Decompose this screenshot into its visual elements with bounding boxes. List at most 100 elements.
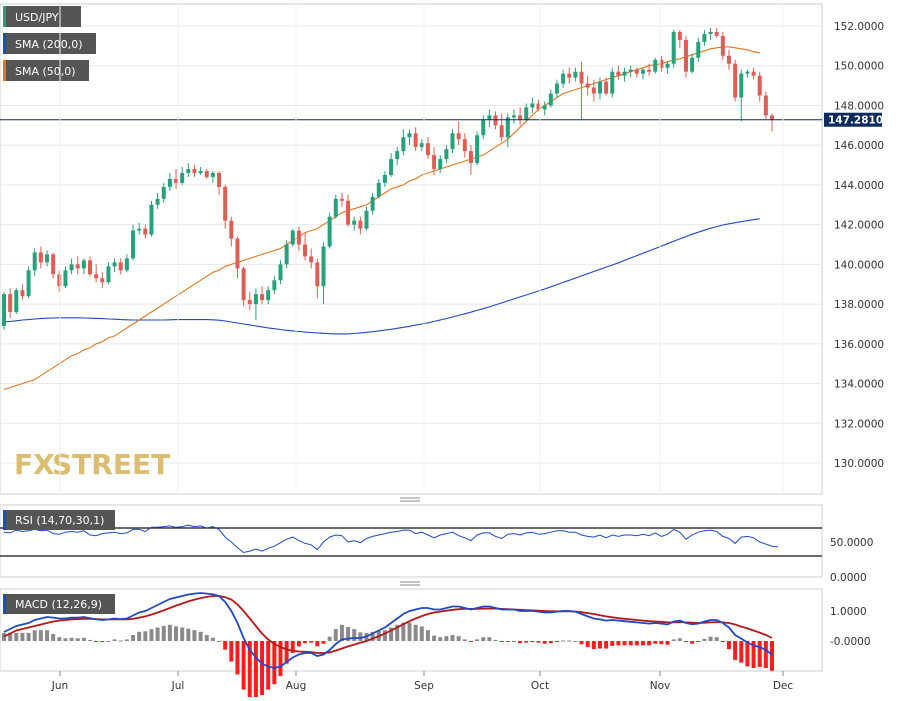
candle-body xyxy=(32,252,37,271)
macd-histogram-bar xyxy=(321,641,326,644)
candle-body xyxy=(696,41,701,58)
macd-tick-0: -0.0000 xyxy=(830,636,871,648)
x-tick-label: Jun xyxy=(51,680,68,692)
macd-histogram-bar xyxy=(444,636,449,641)
rsi-resize-handle[interactable] xyxy=(400,497,420,502)
candle-body xyxy=(425,143,430,156)
candle-body xyxy=(358,220,363,229)
rsi-label: RSI (14,70,30,1) xyxy=(15,514,104,527)
macd-histogram-bar xyxy=(597,641,602,649)
candle-body xyxy=(204,171,209,177)
legend-sma50-bg xyxy=(3,60,89,81)
watermark-street: STREET xyxy=(52,448,170,481)
macd-histogram-bar xyxy=(456,636,461,641)
macd-histogram-bar xyxy=(450,635,455,641)
macd-histogram-bar xyxy=(210,637,215,641)
macd-histogram-bar xyxy=(382,630,387,641)
candle-body xyxy=(413,133,418,148)
x-tick-label: Sep xyxy=(414,680,434,692)
macd-histogram-bar xyxy=(186,628,191,641)
macd-histogram-bar xyxy=(204,635,209,641)
candle-body xyxy=(665,63,670,68)
macd-histogram-bar xyxy=(8,632,13,641)
macd-histogram-bar xyxy=(143,631,148,641)
macd-histogram-bar xyxy=(438,637,443,641)
macd-histogram-bar xyxy=(124,639,129,641)
candle-body xyxy=(653,59,658,72)
macd-histogram-bar xyxy=(739,641,744,663)
macd-histogram-bar xyxy=(419,626,424,641)
macd-histogram-bar xyxy=(346,626,351,641)
candle-body xyxy=(38,252,43,263)
macd-histogram-bar xyxy=(155,627,160,641)
candle-body xyxy=(69,264,74,271)
main-panel: 152.0000 150.0000 148.0000 146.0000 144.0000… xyxy=(0,3,884,495)
candle-body xyxy=(530,103,535,108)
candle-body xyxy=(542,105,547,110)
candle-body xyxy=(536,103,541,110)
candle-body xyxy=(640,69,645,74)
y-tick-label: 142.0000 xyxy=(834,220,884,232)
macd-histogram-bar xyxy=(554,641,559,642)
candle-body xyxy=(229,220,234,239)
macd-line xyxy=(3,592,773,669)
macd-histogram-bar xyxy=(413,624,418,641)
macd-resize-handle[interactable] xyxy=(400,581,420,586)
macd-histogram-bar xyxy=(180,627,185,641)
macd-histogram-bar xyxy=(229,641,234,662)
macd-histogram-bar xyxy=(536,641,541,643)
macd-histogram-bar xyxy=(309,641,314,643)
candle-body xyxy=(266,290,271,301)
candle-body xyxy=(468,151,473,164)
candle-body xyxy=(499,125,504,138)
y-tick-label: 148.0000 xyxy=(834,100,884,112)
candle-body xyxy=(616,71,621,76)
macd-histogram-bar xyxy=(511,641,516,642)
macd-histogram-bar xyxy=(253,641,258,698)
candle-body xyxy=(333,198,338,217)
macd-histogram-bar xyxy=(75,638,80,641)
macd-label: MACD (12,26,9) xyxy=(15,598,102,611)
macd-histogram-bar xyxy=(647,641,652,646)
legend-sma50-label: SMA (50,0) xyxy=(15,65,76,78)
macd-histogram-bar xyxy=(14,632,19,641)
macd-histogram-bar xyxy=(26,632,31,641)
legend-sma50-swatch xyxy=(3,60,6,81)
candle-body xyxy=(511,115,516,118)
macd-histogram-bar xyxy=(561,640,566,642)
macd-histogram-bar xyxy=(69,637,74,641)
candle-body xyxy=(20,290,25,297)
rsi-label-bg xyxy=(3,510,115,530)
candle-body xyxy=(167,178,172,187)
candle-body xyxy=(604,81,609,94)
candle-body xyxy=(241,268,246,301)
candle-body xyxy=(364,210,369,229)
y-tick-label: 132.0000 xyxy=(834,418,884,430)
macd-histogram-bar xyxy=(260,641,265,695)
candle-body xyxy=(475,135,480,164)
macd-histogram-bar xyxy=(235,641,240,675)
macd-histogram-bar xyxy=(493,639,498,641)
macd-histogram-bar xyxy=(462,639,467,641)
legend-sma200-bg xyxy=(3,33,96,54)
candles-group xyxy=(2,27,774,330)
candle-body xyxy=(309,256,314,263)
macd-histogram-bar xyxy=(327,636,332,641)
candle-body xyxy=(192,169,197,173)
macd-histogram-bar xyxy=(499,641,504,643)
candle-body xyxy=(456,133,461,140)
macd-histogram-bar xyxy=(118,640,123,642)
candle-body xyxy=(407,133,412,138)
candle-body xyxy=(45,254,50,263)
macd-histogram-bar xyxy=(622,641,627,646)
candle-body xyxy=(278,264,283,281)
macd-histogram-bar xyxy=(223,641,228,650)
macd-histogram-bar xyxy=(100,641,105,643)
candle-body xyxy=(634,69,639,74)
macd-histogram-bar xyxy=(284,641,289,664)
sma50-line xyxy=(3,46,760,391)
last-price-label: 147.2810 xyxy=(828,115,883,127)
legend-sma200-swatch xyxy=(3,33,6,54)
macd-histogram-bar xyxy=(395,624,400,641)
macd-histogram-bar xyxy=(487,637,492,641)
